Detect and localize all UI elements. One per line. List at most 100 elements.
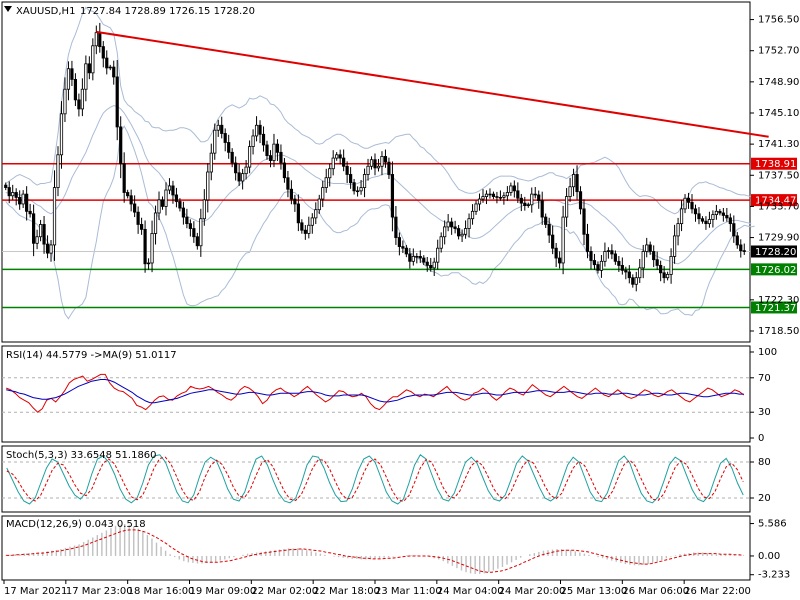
candle-body — [610, 250, 614, 255]
candle-body — [404, 247, 408, 255]
candle-body — [526, 204, 530, 206]
candle-body — [484, 193, 489, 197]
candle-body — [314, 209, 318, 219]
candle-body — [268, 155, 273, 161]
rsi-lines — [2, 373, 750, 413]
candle-body — [544, 216, 548, 225]
candle-body — [157, 199, 161, 214]
candle-body — [317, 198, 321, 211]
candle-body — [234, 162, 238, 174]
candle-body — [383, 156, 388, 163]
candle-body — [603, 251, 607, 262]
stoch-panel: 80 20 Stoch(5,3,3) 33.6548 51.1860 — [1, 445, 771, 513]
candle-body — [453, 226, 457, 229]
time-tick-label: 17 Mar 23:00 — [66, 586, 133, 597]
rsi-tick-label: 0 — [758, 433, 764, 444]
level-price-label: 1734.47 — [755, 196, 796, 207]
candle-body — [589, 251, 593, 261]
price-panel: 1738.91 1734.47 1726.02 1721.37 1728.20 1756… — [1, 1, 799, 343]
candle-body — [686, 197, 691, 203]
candle-body — [265, 144, 269, 157]
candle-body — [460, 233, 464, 237]
time-tick-label: 26 Mar 06:00 — [622, 586, 689, 597]
candle-body — [171, 185, 175, 196]
candle-body — [679, 208, 684, 225]
candle-body — [457, 228, 461, 237]
candle-body — [35, 236, 39, 244]
candle-body — [401, 246, 405, 249]
candle-body — [443, 226, 447, 238]
candle-body — [732, 223, 736, 237]
candle-body — [185, 216, 189, 225]
candle-body — [592, 260, 597, 266]
candle-body — [195, 236, 199, 247]
current-price-tag — [751, 245, 797, 258]
rsi-line — [6, 373, 745, 413]
candle-body — [140, 224, 144, 230]
candle-body — [596, 264, 600, 271]
rsi-tick-label: 100 — [758, 347, 777, 358]
candle-body — [422, 257, 426, 263]
candle-body — [28, 210, 32, 215]
price-tick-label: 1733.70 — [758, 201, 799, 212]
rsi-title: RSI(14) 44.5779 ->MA(9) 51.0117 — [6, 350, 177, 361]
candle-body — [213, 129, 217, 154]
stoch-title: Stoch(5,3,3) 33.6548 51.1860 — [6, 450, 157, 461]
candle-body — [436, 247, 440, 263]
candle-body — [206, 171, 210, 201]
time-tick-label: 19 Mar 09:00 — [190, 586, 257, 597]
candle-body — [345, 165, 349, 175]
candle-body — [564, 196, 569, 218]
candle-body — [655, 259, 659, 266]
candle-body — [150, 233, 154, 264]
candle-body — [59, 113, 64, 156]
candle-body — [662, 272, 666, 279]
candle-body — [641, 251, 645, 269]
level-price-label: 1721.37 — [755, 303, 796, 314]
rsi-tick-label: 30 — [758, 407, 771, 418]
candle-body — [192, 228, 196, 238]
macd-lines — [5, 524, 744, 574]
candle-body — [251, 135, 255, 147]
candle-body — [66, 68, 71, 90]
level-price-label: 1738.91 — [755, 159, 796, 170]
candle-body — [94, 32, 98, 47]
candle-body — [498, 197, 503, 199]
candle-body — [707, 219, 712, 225]
stoch-lines — [2, 454, 750, 505]
trendline-layer — [96, 30, 769, 138]
candle-body — [108, 66, 112, 69]
price-axis: 1756.50 1752.70 1748.90 1745.10 1741.30 1737.… — [750, 15, 799, 337]
candle-body — [160, 199, 165, 207]
time-tick-label: 25 Mar 13:00 — [561, 586, 628, 597]
stoch-axis: 80 20 — [750, 457, 771, 504]
macd-panel: 5.586 0.00 -3.233 MACD(12,26,9) 0.043 0.51… — [1, 515, 790, 581]
candle-body — [112, 66, 116, 78]
candle-body — [714, 210, 718, 216]
candle-body — [599, 260, 604, 271]
time-tick-label: 18 Mar 16:00 — [128, 586, 195, 597]
candle-body — [167, 185, 172, 191]
collapse-triangle-icon[interactable] — [4, 6, 12, 12]
candle-body — [450, 221, 454, 228]
candle-body — [551, 234, 555, 249]
candle-body — [84, 63, 88, 90]
candle-body — [349, 174, 353, 184]
candle-body — [575, 174, 579, 193]
candle-body — [129, 195, 133, 205]
candle-body — [254, 124, 259, 137]
candle-body — [209, 152, 213, 173]
candle-body — [463, 228, 468, 235]
candle-body — [307, 224, 311, 234]
candle-body — [540, 200, 544, 218]
candle-body — [14, 192, 18, 198]
macd-signal-line — [6, 529, 744, 573]
candle-body — [672, 235, 677, 257]
candle-body — [293, 198, 297, 205]
candle-body — [631, 277, 635, 285]
candle-body — [241, 173, 245, 182]
candle-body — [11, 192, 15, 197]
candle-body — [286, 177, 290, 190]
candle-body — [512, 185, 516, 192]
